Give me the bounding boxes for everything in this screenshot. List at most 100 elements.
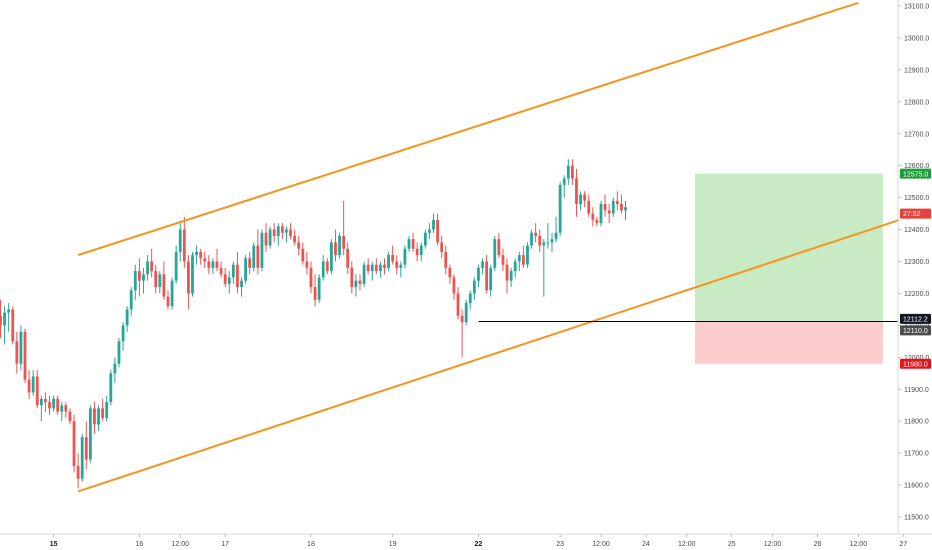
candle-body (44, 398, 47, 403)
target-price-badge-bg (900, 168, 931, 179)
price-tick-label: 11500.0 (904, 515, 929, 522)
candle (329, 239, 333, 275)
candle-body (493, 239, 497, 268)
candle (44, 392, 47, 412)
candle (27, 370, 31, 399)
candle (607, 204, 611, 224)
target-zone[interactable] (694, 173, 883, 322)
candle-body (603, 204, 607, 211)
candle (550, 232, 554, 252)
candle (154, 264, 158, 294)
candle-body (591, 213, 595, 220)
candle (88, 405, 92, 463)
candle (215, 248, 219, 272)
candle (489, 264, 493, 297)
candle-body (571, 165, 574, 179)
candle (146, 255, 149, 281)
candle (566, 159, 570, 185)
candle-body (321, 261, 325, 278)
candle (207, 255, 211, 275)
candles (0, 159, 627, 489)
candle (158, 271, 162, 294)
candle (223, 267, 227, 288)
candle-body (599, 204, 603, 224)
candle-body (309, 267, 313, 288)
candle (260, 229, 264, 272)
price-axis[interactable]: 11500.0 11600.0 11700.0 11800.0 11900.0 12000… (898, 4, 929, 522)
candle (121, 322, 125, 351)
candle (174, 245, 178, 284)
price-tick-label: 13000.0 (904, 35, 929, 42)
time-tick-label: 15 (50, 541, 58, 548)
candle (56, 395, 60, 415)
candle-body (521, 255, 525, 265)
candle (19, 325, 23, 371)
candle-body (366, 264, 370, 272)
candle (370, 261, 374, 281)
price-badges: 12575.0 27:52 12112.2 12110.0 11980.0 (900, 168, 931, 369)
time-tick-label: 25 (728, 541, 736, 548)
candle (80, 433, 84, 482)
candle (530, 229, 533, 249)
candle (76, 453, 80, 489)
candle (72, 414, 76, 473)
candle (346, 242, 350, 275)
candle-body (379, 264, 382, 272)
candle (366, 258, 370, 275)
candle (477, 264, 480, 288)
candle-body (526, 245, 529, 265)
upper-channel-line[interactable] (77, 1, 859, 257)
candle-body (305, 261, 309, 268)
candle-body (456, 293, 460, 316)
entry-price-badge-text: 12112.2 (903, 317, 928, 324)
candle (301, 242, 305, 265)
price-tick-label: 12400.0 (904, 227, 929, 234)
candle (587, 194, 591, 217)
candle (448, 264, 452, 284)
candle (485, 255, 489, 294)
candle (334, 229, 337, 262)
candle (178, 223, 182, 262)
candle-body (334, 242, 337, 256)
candle-body (325, 261, 329, 272)
candle (542, 239, 546, 297)
candle (52, 395, 56, 412)
candle (620, 194, 623, 214)
candle-body (154, 271, 158, 288)
candle-body (178, 229, 182, 252)
candle-body (129, 290, 133, 310)
candle-body (432, 219, 435, 230)
candle-body (191, 255, 194, 294)
price-tick-label: 12900.0 (904, 67, 929, 74)
candle-body (583, 194, 587, 201)
candle (23, 328, 27, 383)
price-tick-label: 12000.0 (904, 355, 929, 362)
candle (350, 261, 354, 294)
candle (252, 242, 256, 272)
candle-body (199, 251, 203, 259)
candle-body (374, 264, 378, 272)
candle-body (501, 255, 505, 265)
candle-body (452, 277, 456, 294)
candle (575, 168, 578, 217)
candle-body (313, 287, 317, 300)
time-tick-label: 17 (221, 541, 229, 548)
candle-body (293, 235, 297, 243)
candle-body (276, 226, 280, 236)
stop-price-badge-bg (900, 358, 931, 369)
candle (35, 370, 39, 409)
candle-body (236, 264, 239, 288)
candle (571, 159, 574, 185)
candle-body (346, 248, 350, 268)
candle (297, 235, 301, 256)
lower-channel-line[interactable] (77, 219, 900, 493)
candle-body (362, 264, 366, 284)
candle (395, 255, 399, 275)
time-axis[interactable]: 15 16 12:00 17 18 19 22 23 12:00 24 12:00 25 12:00 26… (50, 534, 908, 548)
candle-body (244, 258, 247, 281)
candle-body (329, 242, 333, 272)
time-tick-label: 12:00 (850, 541, 868, 548)
candle (599, 200, 603, 227)
candle (187, 255, 190, 310)
stop-zone[interactable] (694, 321, 883, 364)
